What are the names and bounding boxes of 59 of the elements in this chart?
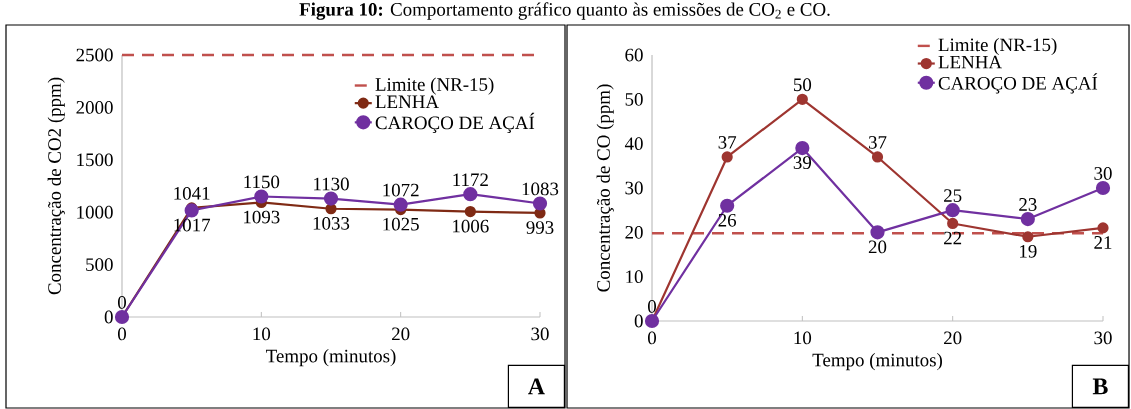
data-label: 1025	[383, 217, 419, 231]
data-label: 1083	[522, 182, 559, 196]
data-label: 1072	[383, 183, 419, 197]
x-tick-label: 30	[531, 327, 549, 341]
y-tick-label: 1500	[77, 153, 113, 167]
legend-label: Limite (NR-15)	[938, 37, 1057, 56]
legend-label: LENHA	[375, 95, 439, 108]
data-label: 19	[1020, 244, 1037, 258]
chart-title: Figura 10: Comportamento gráfico quanto às emissões de CO$_{2}$ e CO.	[299, 2, 830, 20]
y-tick-label: 20	[625, 225, 643, 239]
text: B	[1092, 378, 1108, 395]
data-label: 0	[647, 300, 657, 313]
legend-label: CAROÇO DE AÇAÍ	[938, 73, 1098, 94]
y-axis-title: Concentração de CO (ppm)	[596, 84, 614, 292]
x-tick-label: 0	[647, 331, 657, 345]
text: A	[528, 378, 545, 395]
data-label: 1130	[314, 177, 349, 191]
y-tick-label: 0	[104, 310, 113, 324]
legend-label: Limite (NR-15)	[375, 77, 494, 95]
data-label: 37	[718, 136, 737, 149]
data-label: 0	[117, 296, 126, 309]
data-label: 39	[793, 156, 812, 170]
data-label: 21	[1094, 236, 1112, 249]
y-tick-label: 1000	[77, 205, 113, 219]
y-tick-label: 30	[625, 181, 643, 195]
data-label: 37	[868, 136, 887, 149]
data-label: 1041	[174, 186, 210, 200]
legend-label: LENHA	[938, 55, 1002, 69]
data-label: 22	[944, 231, 962, 245]
x-tick-label: 10	[253, 327, 271, 341]
y-tick-label: 500	[86, 258, 113, 271]
data-label: 30	[1094, 167, 1112, 180]
data-label: 50	[793, 78, 812, 92]
data-label: 23	[1019, 198, 1037, 211]
data-label: 20	[868, 240, 887, 254]
x-tick-label: 20	[944, 331, 962, 345]
x-tick-label: 30	[1094, 331, 1112, 345]
data-label: 1172	[453, 173, 488, 186]
x-tick-label: 10	[794, 331, 812, 345]
y-tick-label: 50	[625, 92, 643, 106]
data-label: 25	[944, 189, 962, 202]
y-tick-label: 2500	[76, 48, 113, 62]
x-tick-label: 0	[117, 327, 126, 341]
y-tick-label: 60	[625, 48, 643, 62]
data-label: 1150	[244, 175, 280, 189]
data-label: 993	[526, 221, 554, 234]
legend-label: CAROÇO DE AÇAÍ	[375, 112, 535, 134]
y-tick-label: 10	[626, 270, 643, 284]
x-axis-title: Tempo (minutos)	[266, 349, 396, 367]
y-axis-title: Concentração de CO2 (ppm)	[47, 77, 65, 295]
y-tick-label: 40	[624, 137, 643, 151]
y-tick-label: 0	[634, 314, 643, 328]
y-tick-label: 2000	[76, 101, 113, 114]
x-tick-label: 20	[392, 327, 410, 341]
x-axis-title: Tempo (minutos)	[812, 353, 942, 371]
data-label: 26	[718, 213, 737, 227]
data-label: 1033	[313, 216, 350, 230]
data-label: 1006	[453, 219, 489, 233]
data-label: 1093	[244, 210, 280, 224]
